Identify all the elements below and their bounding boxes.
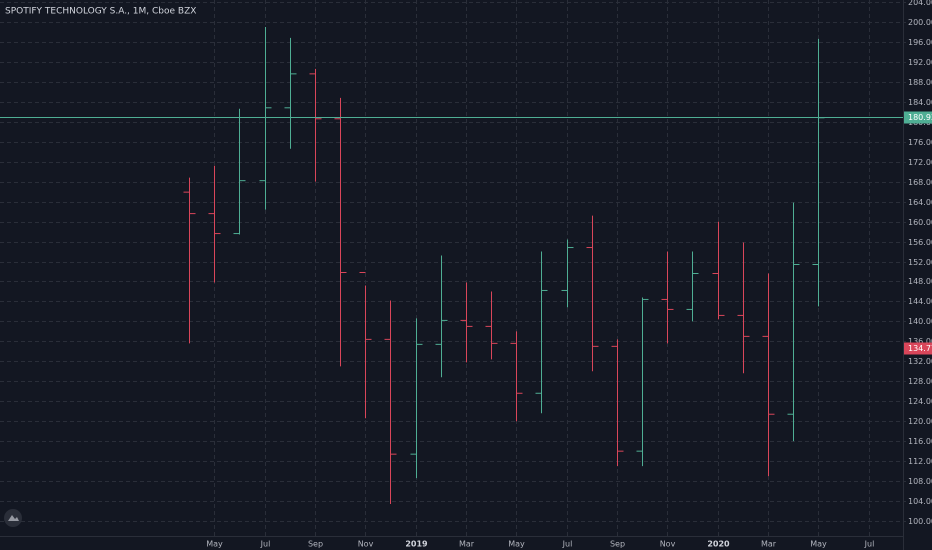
x-tick-label: Nov [660, 540, 676, 549]
y-tick-label: 108.00 [908, 477, 932, 486]
marker-price-tag [904, 342, 932, 355]
x-tick-label: Jul [562, 540, 573, 549]
x-tick-label: May [810, 540, 827, 549]
x-tick-label: Nov [358, 540, 374, 549]
x-tick-label: Mar [761, 540, 777, 549]
y-tick-label: 200.00 [908, 18, 932, 27]
y-tick-label: 132.00 [908, 357, 932, 366]
y-tick-label: 144.00 [908, 297, 932, 306]
y-tick-label: 160.00 [908, 218, 932, 227]
x-tick-label: 2020 [707, 540, 730, 549]
y-tick-label: 120.00 [908, 417, 932, 426]
y-tick-label: 112.00 [908, 457, 932, 466]
marker-price-label: 134.77 [908, 344, 932, 353]
y-tick-label: 192.00 [908, 58, 932, 67]
y-tick-label: 104.00 [908, 497, 932, 506]
y-tick-label: 116.00 [908, 437, 932, 446]
x-tick-label: May [206, 540, 223, 549]
y-tick-label: 204.00 [908, 0, 932, 7]
chart-title: SPOTIFY TECHNOLOGY S.A., 1M, Cboe BZX [5, 7, 196, 17]
last-price-label: 180.93 [908, 113, 932, 122]
y-tick-label: 156.00 [908, 238, 932, 247]
x-tick-label: 2019 [405, 540, 428, 549]
y-tick-label: 164.00 [908, 198, 932, 207]
x-tick-label: May [508, 540, 525, 549]
y-tick-label: 124.00 [908, 397, 932, 406]
x-tick-label: Sep [308, 540, 323, 549]
y-tick-label: 140.00 [908, 317, 932, 326]
y-tick-label: 100.00 [908, 517, 932, 526]
logo-icon[interactable] [8, 515, 19, 521]
y-tick-label: 184.00 [908, 98, 932, 107]
y-tick-label: 136.00 [908, 337, 932, 346]
x-tick-label: Jul [260, 540, 271, 549]
y-tick-label: 188.00 [908, 78, 932, 87]
x-tick-label: Mar [459, 540, 475, 549]
y-tick-label: 196.00 [908, 38, 932, 47]
y-tick-label: 176.00 [908, 138, 932, 147]
y-tick-label: 152.00 [908, 258, 932, 267]
logo[interactable] [4, 509, 22, 527]
y-tick-label: 128.00 [908, 377, 932, 386]
x-tick-label: Jul [864, 540, 875, 549]
x-tick-label: Sep [610, 540, 625, 549]
y-tick-label: 168.00 [908, 178, 932, 187]
y-tick-label: 172.00 [908, 158, 932, 167]
last-price-tag [904, 111, 932, 124]
y-tick-label: 148.00 [908, 277, 932, 286]
